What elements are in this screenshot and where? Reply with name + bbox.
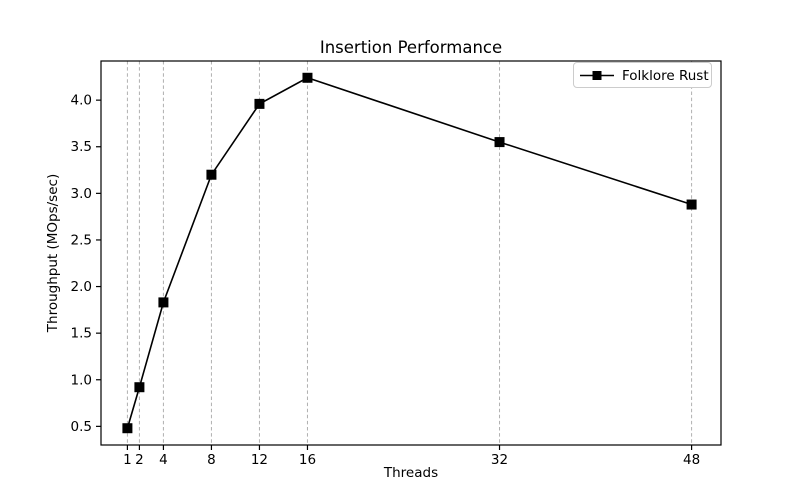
y-tick-label: 2.5	[71, 232, 92, 248]
x-tick-label: 2	[135, 452, 144, 468]
x-tick-label: 16	[299, 452, 316, 468]
plot-layer	[122, 72, 697, 434]
y-tick-label: 1.0	[71, 372, 92, 388]
data-point-marker	[302, 72, 313, 83]
y-tick-label: 3.5	[71, 139, 92, 155]
legend-box	[573, 62, 712, 88]
data-point-marker	[134, 382, 145, 393]
data-point-marker	[494, 137, 505, 148]
y-tick-label: 3.0	[71, 186, 92, 202]
x-tick-label: 4	[159, 452, 168, 468]
chart-title: Insertion Performance	[320, 38, 502, 57]
y-tick-label: 2.0	[71, 279, 92, 295]
grid-layer	[126, 61, 693, 445]
x-tick-label: 12	[251, 452, 268, 468]
axis-layer: 1 2 4 8 12 16 32 480.51.01.52.02.53.03.54.0	[71, 60, 722, 468]
legend-square-marker-icon	[592, 71, 602, 80]
data-point-marker	[158, 297, 169, 308]
x-tick-label: 1	[123, 452, 132, 468]
data-point-marker	[122, 423, 133, 434]
x-tick-label: 32	[491, 452, 508, 468]
x-tick-label: 8	[207, 452, 216, 468]
data-point-marker	[686, 199, 697, 210]
x-tick-label: 48	[683, 452, 700, 468]
plot-border	[100, 60, 722, 446]
data-line	[126, 76, 692, 429]
y-axis-label: Throughput (MOps/sec)	[45, 174, 61, 333]
data-point-marker	[254, 98, 265, 109]
x-axis-label: Threads	[383, 465, 438, 481]
y-tick-label: 4.0	[71, 93, 92, 109]
y-tick-label: 1.5	[71, 326, 92, 342]
legend-label: Folklore Rust	[622, 68, 709, 84]
data-point-marker	[206, 169, 217, 180]
y-tick-label: 0.5	[71, 419, 92, 435]
legend: Folklore Rust	[573, 62, 712, 88]
